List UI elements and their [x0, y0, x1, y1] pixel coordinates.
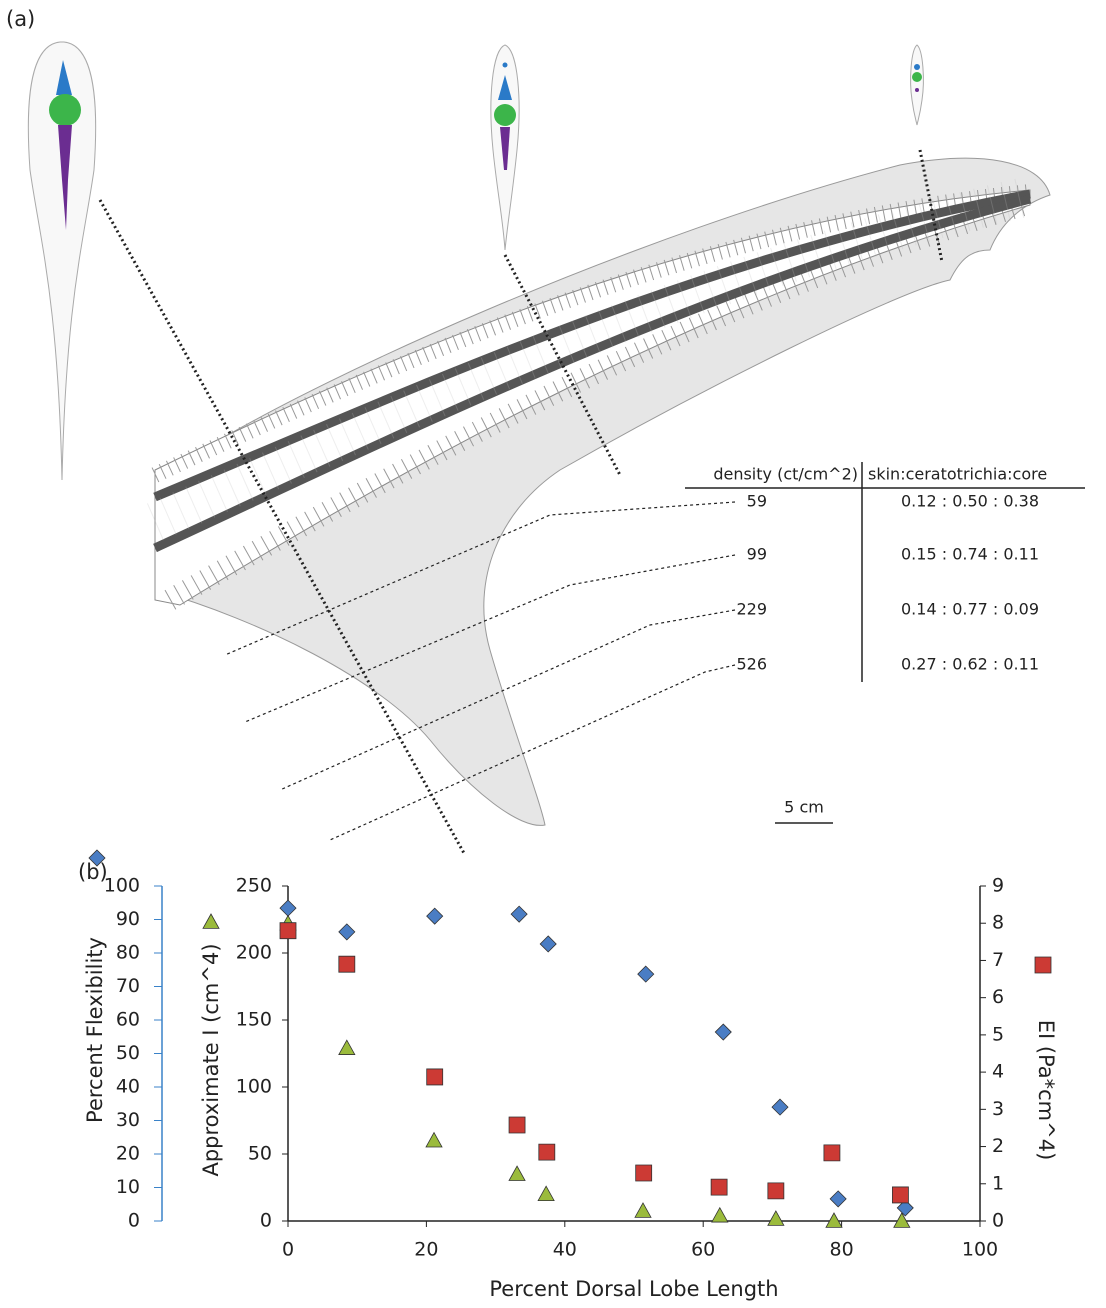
y-tick-label: 2: [992, 1135, 1004, 1157]
data-point: [771, 1098, 789, 1116]
data-point: [635, 1164, 653, 1182]
y-tick-label: 250: [236, 875, 272, 897]
data-point: [338, 1039, 356, 1055]
table-header: density (ct/cm^2): [713, 465, 858, 484]
y-tick-label: 50: [248, 1143, 272, 1165]
y-tick-label: 30: [116, 1109, 140, 1131]
data-point: [338, 955, 356, 973]
y-tick-label: 150: [236, 1009, 272, 1031]
density-value: 59: [747, 492, 767, 511]
y-tick-label: 9: [992, 875, 1004, 897]
y-tick-label: 1: [992, 1172, 1004, 1194]
y-tick-label: 100: [236, 1076, 272, 1098]
y-tick-label: 80: [116, 942, 140, 964]
composition-ratio: 0.27 : 0.62 : 0.11: [901, 655, 1039, 674]
y-axis-title: Approximate I (cm^4): [199, 943, 223, 1176]
data-point: [893, 1212, 911, 1228]
y-tick-label: 0: [128, 1210, 140, 1232]
data-point: [892, 1186, 909, 1204]
density-value: 99: [747, 545, 767, 564]
legend-marker: [88, 849, 106, 867]
x-tick-label: 80: [830, 1239, 854, 1261]
density-value: 229: [736, 600, 767, 619]
data-point: [539, 935, 557, 953]
data-point: [710, 1178, 728, 1196]
data-point: [425, 1131, 443, 1148]
y-tick-label: 200: [236, 942, 272, 964]
data-point: [510, 905, 528, 923]
scale-bar-label: 5 cm: [784, 798, 824, 817]
y-tick-label: 70: [116, 975, 140, 997]
x-tick-label: 0: [282, 1239, 294, 1261]
y-tick-label: 0: [260, 1210, 272, 1232]
table-rows: 59 0.12 : 0.50 : 0.38 99 0.15 : 0.74 : 0.11…: [736, 492, 1039, 674]
x-tick-label: 100: [962, 1239, 998, 1261]
y-tick-label: 60: [116, 1009, 140, 1031]
y-tick-label: 0: [992, 1210, 1004, 1232]
data-point: [767, 1182, 785, 1200]
y-tick-label: 50: [116, 1042, 140, 1064]
data-point: [279, 899, 297, 917]
y-tick-label: 7: [992, 949, 1004, 971]
data-point: [767, 1210, 785, 1226]
data-point: [538, 1143, 556, 1161]
y-tick-label: 20: [116, 1143, 140, 1165]
x-tick-label: 40: [553, 1239, 577, 1261]
composition-ratio: 0.14 : 0.77 : 0.09: [901, 600, 1039, 619]
composition-ratio: 0.12 : 0.50 : 0.38: [901, 492, 1039, 511]
x-tick-label: 20: [414, 1239, 438, 1261]
y-tick-label: 6: [992, 986, 1004, 1008]
y-tick-label: 3: [992, 1098, 1004, 1120]
data-point: [711, 1206, 729, 1223]
table-header: skin:ceratotrichia:core: [868, 465, 1047, 484]
y-axis-title: EI (Pa*cm^4): [1034, 1020, 1058, 1161]
data-point: [637, 965, 655, 983]
tail-drawing: [27, 41, 1085, 856]
data-point: [426, 1068, 444, 1086]
y-tick-label: 4: [992, 1061, 1004, 1083]
legend-marker: [1034, 956, 1052, 974]
data-point: [823, 1144, 841, 1162]
data-point: [279, 922, 297, 940]
data-point: [829, 1190, 847, 1208]
y-tick-label: 5: [992, 1023, 1004, 1045]
data-point: [508, 1116, 526, 1134]
data-point: [634, 1202, 652, 1218]
data-point: [537, 1185, 555, 1201]
legend-marker: [202, 913, 220, 929]
y-axis-title: Percent Flexibility: [83, 937, 107, 1123]
chart: 0 20 40 60 80 1000102030405060708090100050100…: [83, 849, 1058, 1301]
panel-label: (a): [6, 7, 35, 31]
x-tick-label: 60: [691, 1239, 715, 1261]
data-point: [714, 1023, 732, 1041]
x-axis-title: Percent Dorsal Lobe Length: [489, 1277, 778, 1301]
y-tick-label: 10: [116, 1176, 140, 1198]
y-tick-label: 8: [992, 912, 1004, 934]
y-tick-label: 90: [116, 908, 140, 930]
data-point: [426, 907, 444, 925]
panel-label: (b): [78, 860, 108, 884]
data-point: [338, 923, 356, 941]
y-tick-label: 40: [116, 1076, 140, 1098]
composition-ratio: 0.15 : 0.74 : 0.11: [901, 545, 1039, 564]
data-point: [896, 1199, 914, 1217]
data-point: [508, 1165, 526, 1181]
data-point: [825, 1212, 843, 1228]
y-tick-label: 100: [104, 875, 140, 897]
density-value: 526: [736, 655, 767, 674]
